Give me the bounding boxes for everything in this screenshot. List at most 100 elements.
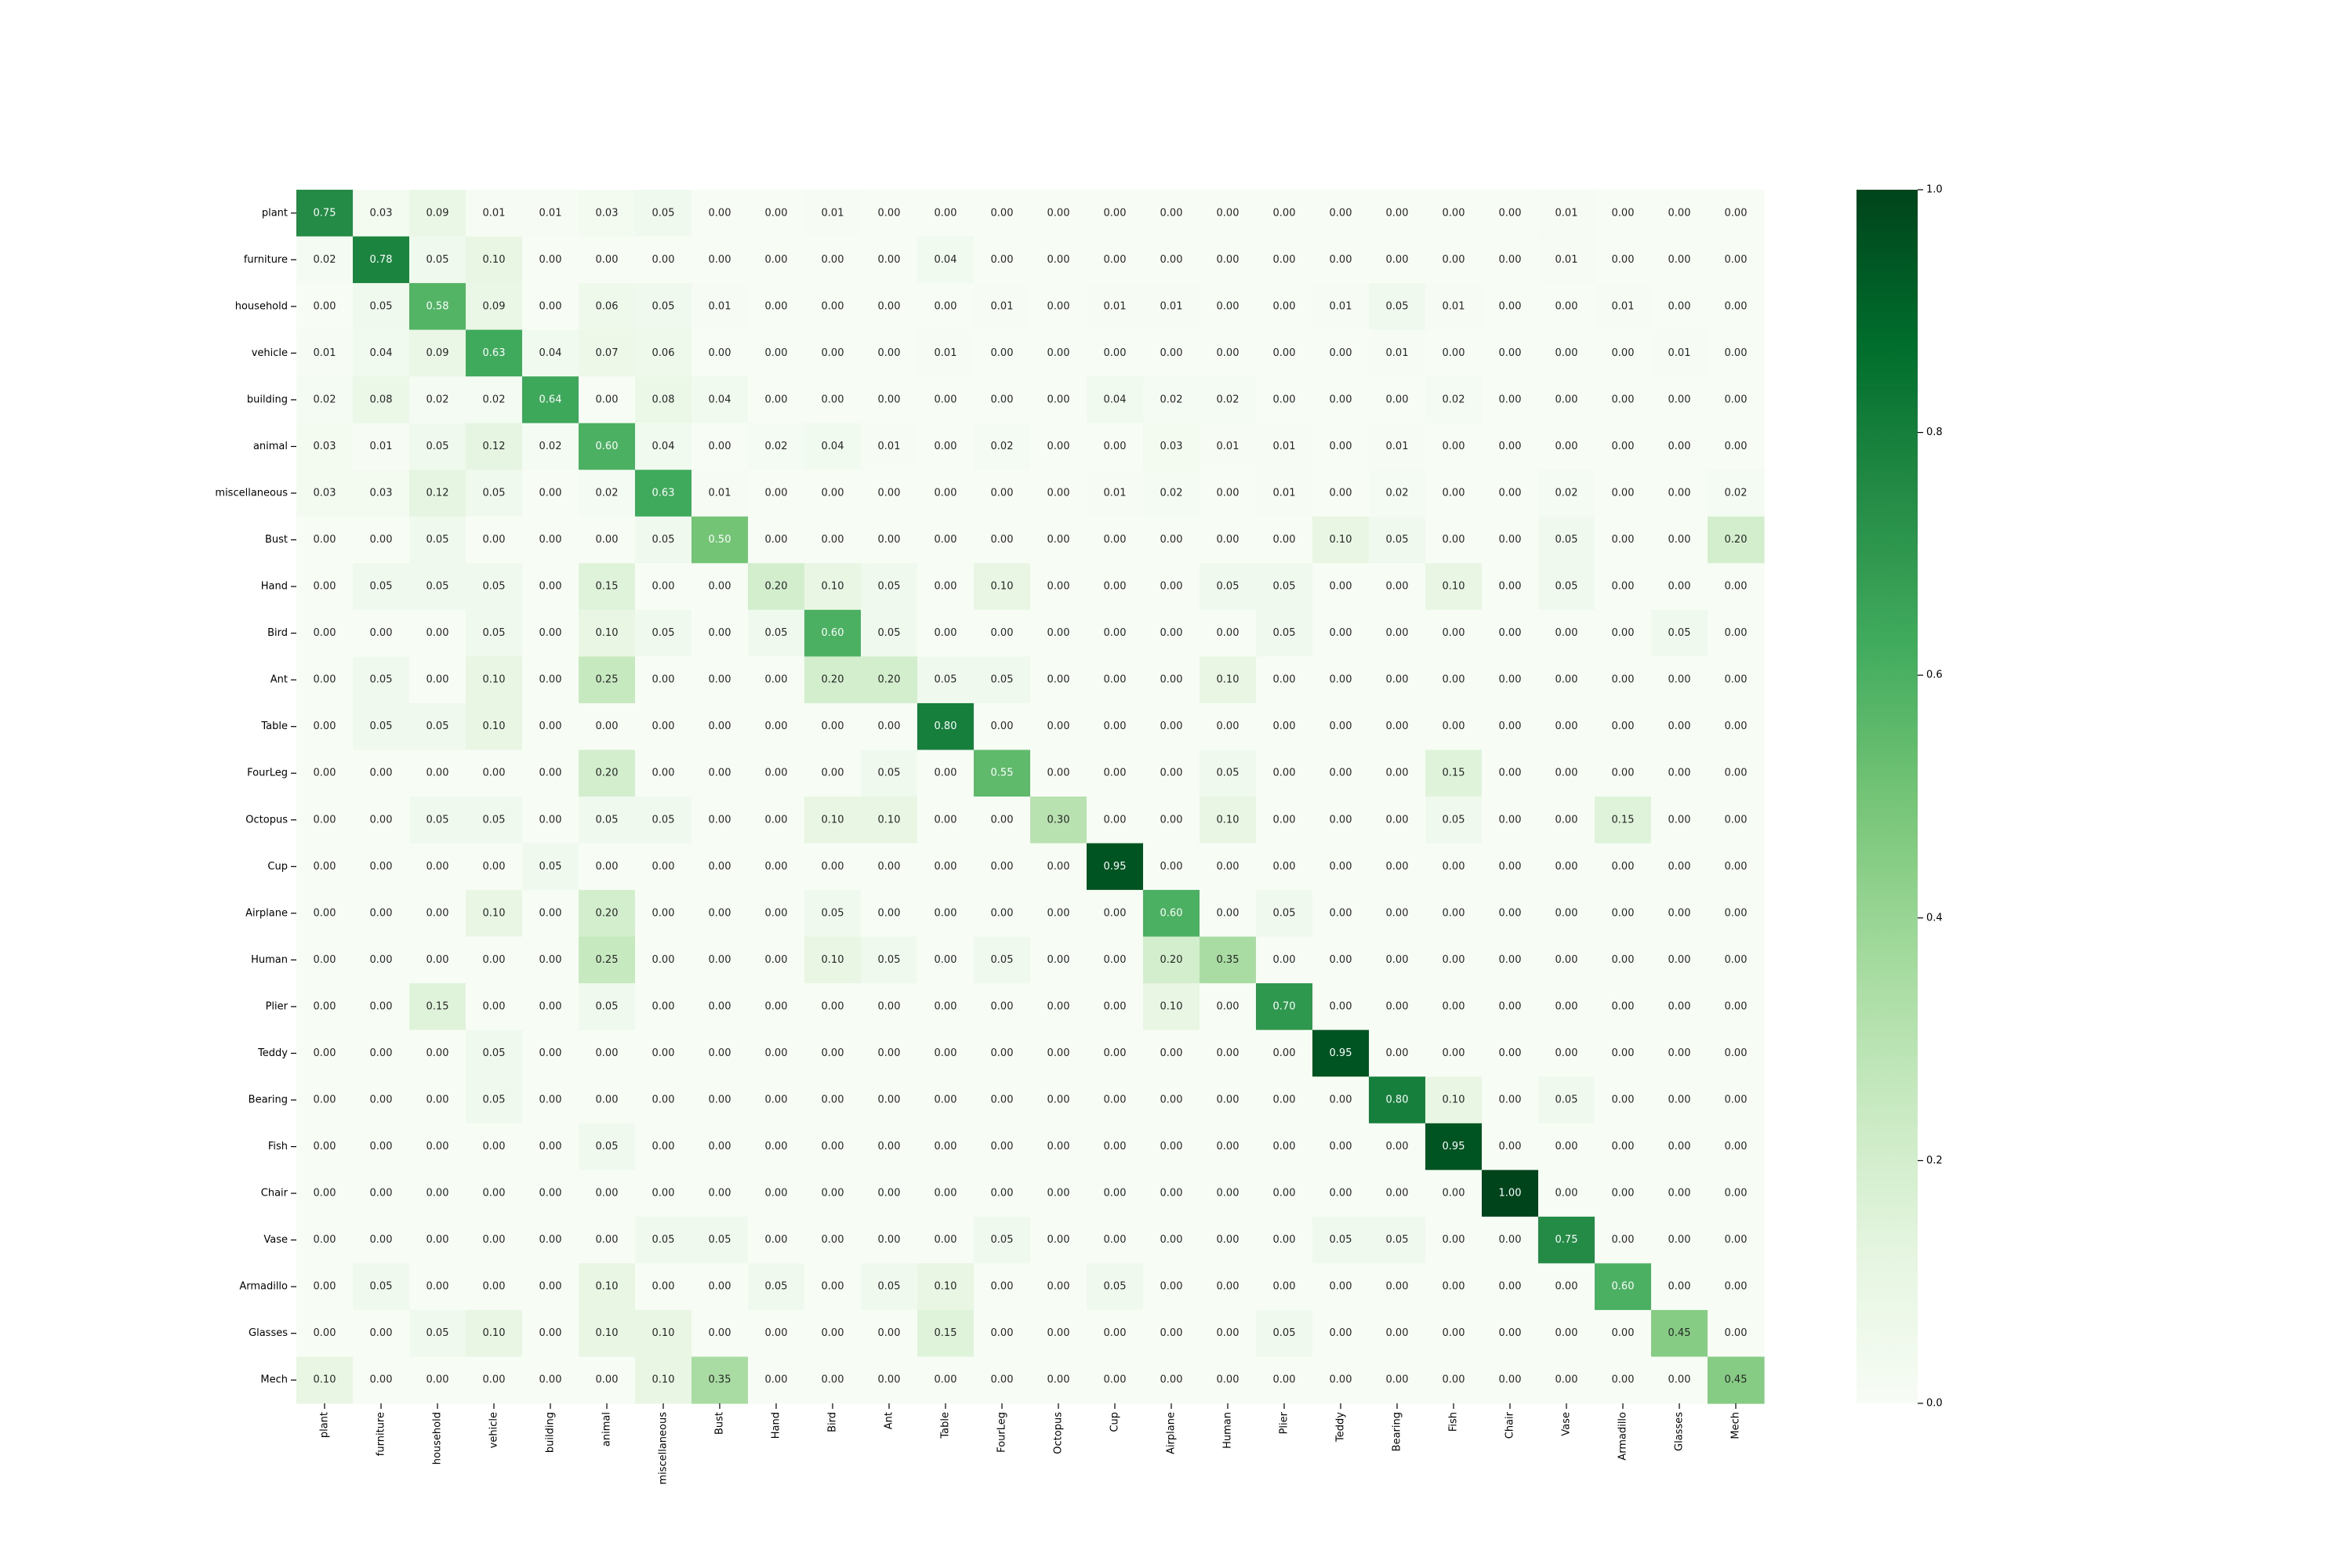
heatmap-cell xyxy=(522,470,579,517)
heatmap-cell xyxy=(1538,423,1595,470)
heatmap-cell xyxy=(1482,423,1539,470)
cell-value-label: 0.01 xyxy=(314,347,336,359)
heatmap-cell xyxy=(353,563,410,611)
cell-value-label: 0.04 xyxy=(1104,394,1127,405)
cell-value-label: 0.00 xyxy=(1668,1141,1691,1152)
cell-value-label: 0.00 xyxy=(426,1234,449,1246)
heatmap-cell xyxy=(1200,283,1257,331)
heatmap-cell xyxy=(1708,236,1765,284)
cell-value-label: 0.00 xyxy=(991,1281,1014,1293)
heatmap-cell xyxy=(804,1263,862,1311)
cell-value-label: 0.00 xyxy=(1443,254,1465,266)
cell-value-label: 0.05 xyxy=(1555,581,1578,593)
cell-value-label: 0.05 xyxy=(765,627,788,639)
heatmap-cell xyxy=(1200,236,1257,284)
heatmap-cell xyxy=(353,609,410,657)
cell-value-label: 0.00 xyxy=(822,1188,844,1200)
heatmap-cell xyxy=(1256,609,1313,657)
cell-value-label: 0.00 xyxy=(1217,347,1240,359)
cell-value-label: 0.06 xyxy=(596,300,619,312)
heatmap-cell xyxy=(1143,656,1200,704)
cell-value-label: 0.00 xyxy=(1612,627,1635,639)
cell-value-label: 0.00 xyxy=(1330,814,1352,826)
cell-value-label: 0.05 xyxy=(652,627,675,639)
heatmap-cell xyxy=(691,563,749,611)
cell-value-label: 0.00 xyxy=(765,674,788,686)
cell-value-label: 0.00 xyxy=(314,1047,336,1059)
cell-value-label: 0.00 xyxy=(765,347,788,359)
cell-value-label: 0.75 xyxy=(314,207,336,219)
heatmap-cell xyxy=(1369,563,1426,611)
heatmap-cell xyxy=(748,843,805,891)
heatmap-cell xyxy=(579,656,636,704)
cell-value-label: 0.00 xyxy=(935,300,957,312)
heatmap-cell xyxy=(691,423,749,470)
cell-value-label: 0.00 xyxy=(1047,907,1070,919)
x-tick-label: Armadillo xyxy=(1617,1412,1629,1461)
cell-value-label: 0.10 xyxy=(652,1327,675,1339)
heatmap-cell xyxy=(1538,190,1595,238)
cell-value-label: 0.00 xyxy=(539,1327,562,1339)
heatmap-cell xyxy=(1425,1076,1483,1124)
cell-value-label: 0.00 xyxy=(1217,254,1240,266)
cell-value-label: 0.00 xyxy=(1725,254,1748,266)
heatmap-cell xyxy=(1143,983,1200,1031)
cell-value-label: 0.00 xyxy=(1499,954,1522,966)
heatmap-cell xyxy=(353,1356,410,1404)
heatmap-cell xyxy=(409,656,466,704)
heatmap-cell xyxy=(1312,1076,1370,1124)
cell-value-label: 0.00 xyxy=(1499,1000,1522,1012)
cell-value-label: 0.05 xyxy=(426,441,449,452)
cell-value-label: 0.00 xyxy=(991,207,1014,219)
cell-value-label: 0.00 xyxy=(1217,488,1240,499)
heatmap-cell xyxy=(296,702,354,751)
heatmap-cell xyxy=(748,656,805,704)
cell-value-label: 0.00 xyxy=(1443,1234,1465,1246)
heatmap-cell xyxy=(691,1076,749,1124)
cell-value-label: 0.00 xyxy=(935,907,957,919)
heatmap-cell xyxy=(917,1029,975,1077)
heatmap-cell xyxy=(1312,190,1370,238)
heatmap-cell xyxy=(466,516,523,564)
cell-value-label: 0.00 xyxy=(1047,861,1070,873)
cell-value-label: 0.00 xyxy=(709,1327,731,1339)
heatmap-cell xyxy=(1482,1170,1539,1218)
cell-value-label: 0.03 xyxy=(370,488,393,499)
cell-value-label: 0.00 xyxy=(370,1234,393,1246)
cell-value-label: 0.02 xyxy=(991,441,1014,452)
cell-value-label: 0.00 xyxy=(314,768,336,779)
heatmap-cell xyxy=(1425,283,1483,331)
cell-value-label: 0.00 xyxy=(539,1234,562,1246)
heatmap-cell xyxy=(1425,843,1483,891)
heatmap-cell xyxy=(1538,376,1595,424)
heatmap-cell xyxy=(353,236,410,284)
cell-value-label: 0.00 xyxy=(1273,1141,1296,1152)
heatmap-cell xyxy=(1538,1076,1595,1124)
heatmap-cell xyxy=(1030,376,1087,424)
cell-value-label: 0.00 xyxy=(1104,768,1127,779)
heatmap-cell xyxy=(1312,329,1370,377)
cell-value-label: 0.00 xyxy=(765,207,788,219)
cell-value-label: 0.00 xyxy=(1443,1047,1465,1059)
heatmap-cell xyxy=(1030,890,1087,938)
heatmap-cell xyxy=(409,609,466,657)
cell-value-label: 0.00 xyxy=(1555,627,1578,639)
cell-value-label: 0.04 xyxy=(539,347,562,359)
heatmap-cell xyxy=(691,702,749,751)
heatmap-cell xyxy=(691,329,749,377)
cell-value-label: 0.05 xyxy=(596,1141,619,1152)
heatmap-cell xyxy=(804,1076,862,1124)
heatmap-cell xyxy=(1087,797,1144,844)
colorbar: 0.0 0.2 0.4 0.6 0.8 1.0 xyxy=(1857,184,1943,1410)
heatmap-cell xyxy=(1482,1029,1539,1077)
y-tick-label: Mech xyxy=(260,1374,288,1386)
cell-value-label: 0.00 xyxy=(1047,347,1070,359)
y-tick-label: Bust xyxy=(265,534,288,546)
cell-value-label: 0.00 xyxy=(1443,441,1465,452)
cell-value-label: 0.10 xyxy=(483,720,506,732)
cell-value-label: 0.00 xyxy=(1104,1000,1127,1012)
cell-value-label: 0.00 xyxy=(1443,674,1465,686)
heatmap-cell xyxy=(296,890,354,938)
cell-value-label: 0.00 xyxy=(1217,627,1240,639)
cell-value-label: 0.10 xyxy=(483,674,506,686)
